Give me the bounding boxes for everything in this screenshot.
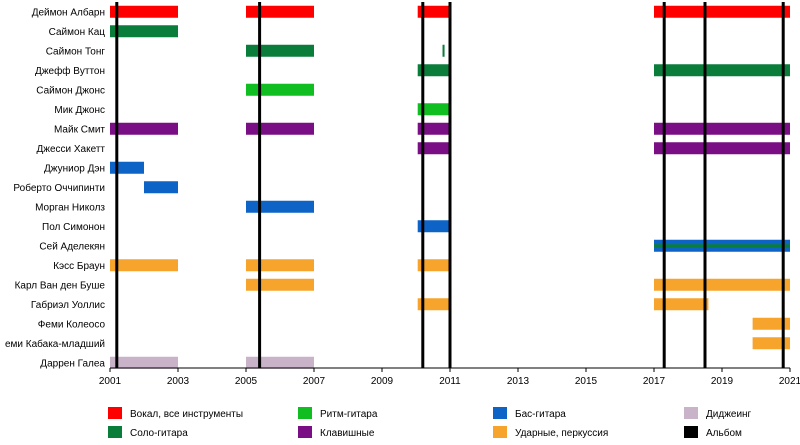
period-bar-lead: [417, 64, 450, 77]
x-axis: 2001 2003 2005 2007 2009 2011 2013 2015 2017 2019…: [99, 367, 800, 387]
member-label: Кэсс Браун: [53, 261, 105, 272]
period-bar-drums: [417, 298, 450, 311]
period-bar-keys: [654, 122, 790, 135]
period-bar-keys: [417, 122, 450, 135]
legend-label-keys: Клавишные: [320, 428, 375, 439]
member-label: Мик Джонс: [54, 105, 105, 116]
member-label: Сей Аделекян: [39, 241, 105, 252]
period-bar-rhythm: [417, 103, 450, 116]
period-bar-drums: [246, 259, 314, 272]
period-bar-keys: [654, 142, 790, 155]
legend-swatch-bass: [493, 407, 507, 419]
member-labels: Деймон Албарн Саймон Кац Саймон Тонг Джефф …: [5, 6, 105, 369]
legend-label-bass: Бас-гитара: [515, 409, 566, 420]
period-bar-rhythm: [246, 83, 314, 96]
period-bar-drums: [246, 278, 314, 291]
legend-swatch-dj: [684, 407, 698, 419]
period-bar-drums: [752, 317, 790, 330]
period-bar-keys: [417, 142, 450, 155]
period-bar-vocal: [246, 5, 314, 18]
legend-swatch-drums: [493, 426, 507, 438]
x-tick-label: 2013: [507, 376, 530, 387]
x-tick-label: 2001: [99, 376, 122, 387]
period-bar-drums: [654, 278, 790, 291]
legend-label-vocal: Вокал, все инструменты: [130, 409, 243, 420]
period-bar-bass: [417, 220, 450, 233]
member-label: Роберто Оччипинти: [13, 182, 105, 194]
x-tick-label: 2017: [643, 376, 666, 387]
member-label: Деймон Албарн: [32, 6, 105, 18]
x-tick-label: 2021: [779, 376, 800, 387]
legend-swatch-keys: [298, 426, 312, 438]
legend-label-rhythm: Ритм-гитара: [320, 409, 378, 420]
period-bar-lead: [246, 44, 314, 57]
album-lines: [115, 2, 785, 368]
member-label: Майк Смит: [54, 124, 105, 135]
legend-label-dj: Диджеинг: [706, 409, 752, 420]
legend-label-album: Альбом: [706, 427, 742, 439]
legend: Вокал, все инструменты Соло-гитара Ритм-ги…: [108, 407, 752, 439]
member-label: Пол Симонон: [42, 222, 105, 233]
member-bars: [110, 5, 790, 369]
period-bar-vocal: [654, 5, 790, 18]
period-bar-lead: [110, 25, 178, 38]
period-bar-lead: [654, 64, 790, 77]
member-label: Саймон Кац: [49, 27, 106, 38]
period-bar-drums: [110, 259, 178, 272]
x-tick-label: 2007: [303, 376, 326, 387]
member-label: Габриэл Уоллис: [31, 299, 105, 311]
member-label: еми Кабака-младший: [5, 338, 105, 350]
x-tick-label: 2011: [439, 376, 461, 387]
member-label: Даррен Галеа: [40, 358, 105, 369]
period-bar-lead: [654, 244, 790, 248]
legend-swatch-rhythm: [298, 407, 312, 419]
x-tick-label: 2003: [167, 376, 190, 387]
legend-swatch-album: [684, 426, 698, 438]
member-label: Морган Николз: [35, 202, 105, 213]
period-bar-bass: [246, 200, 314, 213]
period-bar-drums: [417, 259, 450, 272]
member-label: Карл Ван ден Буше: [15, 280, 106, 291]
period-bar-keys: [246, 122, 314, 135]
period-bar-drums: [752, 337, 790, 350]
member-label: Джуниор Дэн: [44, 163, 105, 174]
period-bar-keys: [110, 122, 178, 135]
legend-swatch-lead: [108, 426, 122, 438]
x-tick-label: 2019: [711, 376, 734, 387]
period-bar-drums: [654, 298, 709, 311]
period-bar-bass: [110, 161, 144, 174]
period-bar-vocal: [110, 5, 178, 18]
member-label: Саймон Тонг: [46, 46, 106, 57]
x-tick-label: 2005: [235, 376, 258, 387]
period-bar-vocal: [417, 5, 450, 18]
legend-label-drums: Ударные, перкуссия: [515, 428, 608, 439]
member-label: Саймон Джонс: [36, 85, 105, 96]
member-label: Джефф Вуттон: [35, 65, 105, 77]
x-tick-label: 2009: [371, 376, 394, 387]
period-bar-bass: [144, 181, 178, 194]
legend-label-lead: Соло-гитара: [130, 428, 188, 439]
period-bar-dj: [110, 356, 178, 369]
member-label: Феми Колеосо: [38, 319, 106, 330]
legend-swatch-vocal: [108, 407, 122, 419]
x-tick-label: 2015: [575, 376, 598, 387]
period-bar-dj: [246, 356, 314, 369]
member-label: Джесси Хакетт: [37, 144, 106, 155]
period-bar-lead: [442, 44, 445, 57]
